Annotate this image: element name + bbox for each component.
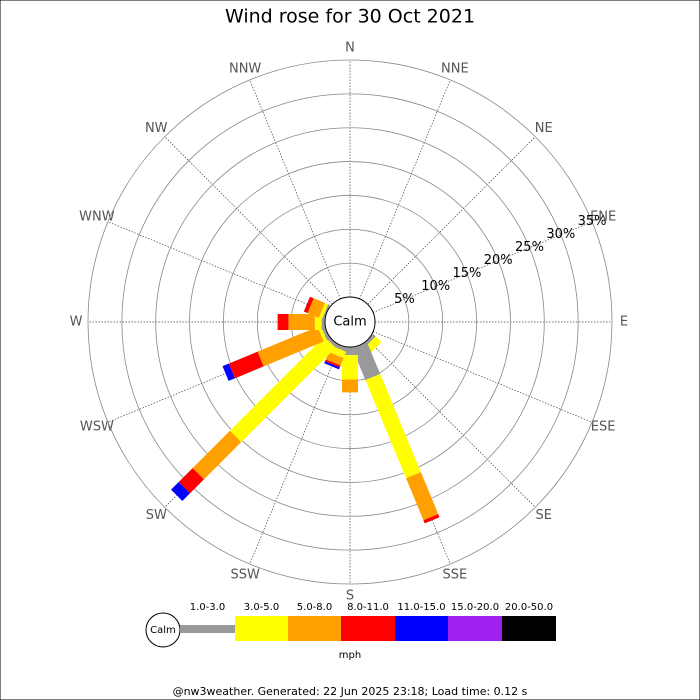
direction-label: N [345,41,355,56]
bar-segment [342,355,358,380]
bar-segment [229,336,336,443]
legend-calm-label: Calm [150,625,176,636]
legend-swatch [502,616,556,641]
bar-segment [342,379,358,393]
ring-label: 5% [394,292,415,307]
legend-label: 11.0-15.0 [397,602,445,613]
ring-grid-line [121,93,579,551]
ring-label: 15% [452,266,481,281]
bar-segment [325,359,341,368]
radial-grid-line [367,136,536,305]
bar-segment [321,304,330,320]
legend-label: 8.0-11.0 [347,602,389,613]
legend-swatch [235,616,288,641]
bar-segment [171,481,191,501]
ring-label: 30% [546,227,575,242]
direction-label: NNE [441,61,469,76]
direction-label: SSE [442,568,467,583]
bar-segment [178,468,204,494]
legend-label: 3.0-5.0 [244,602,279,613]
legend-label: 20.0-50.0 [505,602,553,613]
legend-swatch [288,616,341,641]
bar-segment [257,326,324,367]
radial-grid-line [359,79,451,300]
bar-segment [277,314,289,330]
bar-segment [423,514,440,524]
bar-segment [222,363,235,381]
legend-label: 1.0-3.0 [190,602,225,613]
direction-label: S [346,589,354,604]
direction-label: NE [535,121,553,136]
direction-label: W [70,315,83,330]
radial-grid-line [249,79,341,300]
bar-segment [318,302,329,320]
bar-segment [365,373,421,479]
ring-label: 10% [421,279,450,294]
radial-grid-line [367,339,536,508]
radial-grid-line [372,221,593,313]
ring-grid-line [223,195,477,449]
bar-segment [324,361,340,370]
calm-label: Calm [333,315,366,330]
chart-title: Wind rose for 30 Oct 2021 [225,6,475,28]
bar-segment [228,351,264,379]
calm-circle [324,296,376,348]
direction-label: NNW [229,61,261,76]
direction-label: E [620,315,628,330]
radial-grid-line [164,136,333,305]
legend-swatch [448,616,502,641]
bar-segment [307,298,325,318]
ring-grid-line [155,127,545,517]
direction-label: ENE [590,210,616,225]
radial-grid-line [107,221,328,313]
direction-label: WNW [79,210,115,225]
ring-grid-line [189,161,511,483]
legend-label: 15.0-20.0 [451,602,499,613]
legend-swatch [180,625,235,633]
legend-label: 5.0-8.0 [297,602,332,613]
direction-label: ESE [591,419,616,434]
bar-segment [406,472,439,521]
bar-segment [288,314,315,330]
bars [171,295,440,524]
legend-swatch [341,616,395,641]
ring-label: 25% [515,240,544,255]
ring-label: 20% [484,253,513,268]
direction-label: SE [536,508,552,523]
legend: Calm mph 1.0-3.0 3.0-5.0 5.0-8.0 8.0-11.0 11… [145,602,556,661]
direction-label: WSW [80,419,114,434]
radial-grid-line [249,344,341,565]
legend-swatch [395,616,448,641]
bar-segment [325,352,344,366]
bar-segment [303,296,314,314]
legend-unit: mph [339,650,361,661]
direction-label: SSW [230,568,260,583]
direction-label: NW [145,121,168,136]
ring-grid-line [256,228,444,416]
radial-grid-line [372,331,593,423]
footer: @nw3weather. Generated: 22 Jun 2025 23:1… [173,685,528,698]
direction-label: SW [146,508,167,523]
bar-segment [352,342,381,381]
ring-label: 35% [578,214,607,229]
ring-grid-line [87,59,613,585]
bar-segment [192,430,242,480]
